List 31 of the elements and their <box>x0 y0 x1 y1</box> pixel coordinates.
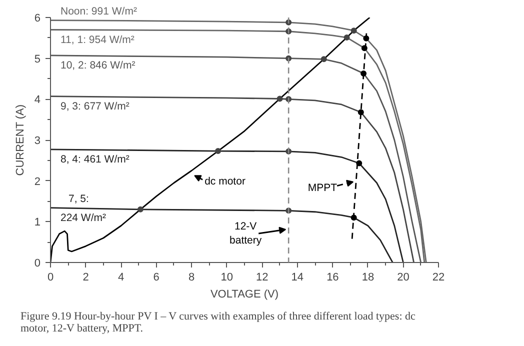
series-label: 7, 5: 224 W/m² <box>60 192 107 224</box>
series-label: 8, 4: 461 W/m² <box>60 153 130 166</box>
x-tick-label: 16 <box>326 272 339 284</box>
x-tick-label: 20 <box>397 272 410 284</box>
y-tick-label: 3 <box>34 135 41 147</box>
caption: Figure 9.19 Hour-by-hour PV I – V curves with examples of three different load types: dc motor, 12-V battery, MPPT. <box>20 310 416 334</box>
y-tick-label: 5 <box>34 53 41 66</box>
x-tick-label: 12 <box>256 272 268 284</box>
ref-line-label: 12-V battery <box>230 220 262 247</box>
x-tick-label: 0 <box>47 272 54 284</box>
y-tick-label: 4 <box>34 94 41 106</box>
y-tick-label: 6 <box>34 12 41 24</box>
x-tick-label: 10 <box>220 272 233 284</box>
series-label: Noon: 991 W/m² <box>60 6 138 18</box>
series-label: 11, 1: 954 W/m² <box>60 34 135 46</box>
y-tick-label: 0 <box>34 258 41 270</box>
y-axis-title: CURRENT (A) <box>14 104 26 176</box>
y-tick-label: 2 <box>34 176 41 188</box>
series-label: 10, 2: 846 W/m² <box>60 59 136 72</box>
x-tick-label: 8 <box>188 272 195 284</box>
x-tick-label: 14 <box>291 272 304 284</box>
series-label: dc motor <box>204 176 246 188</box>
x-tick-label: 4 <box>118 272 124 284</box>
x-tick-label: 2 <box>82 272 89 284</box>
series-label: 9, 3: 677 W/m² <box>60 100 130 112</box>
x-tick-label: 22 <box>432 272 445 284</box>
x-tick-label: 6 <box>153 272 160 284</box>
x-tick-label: 18 <box>362 272 374 284</box>
x-axis-title: VOLTAGE (V) <box>210 288 279 300</box>
legend-label: MPPT <box>308 182 338 194</box>
y-tick-label: 1 <box>34 216 41 229</box>
